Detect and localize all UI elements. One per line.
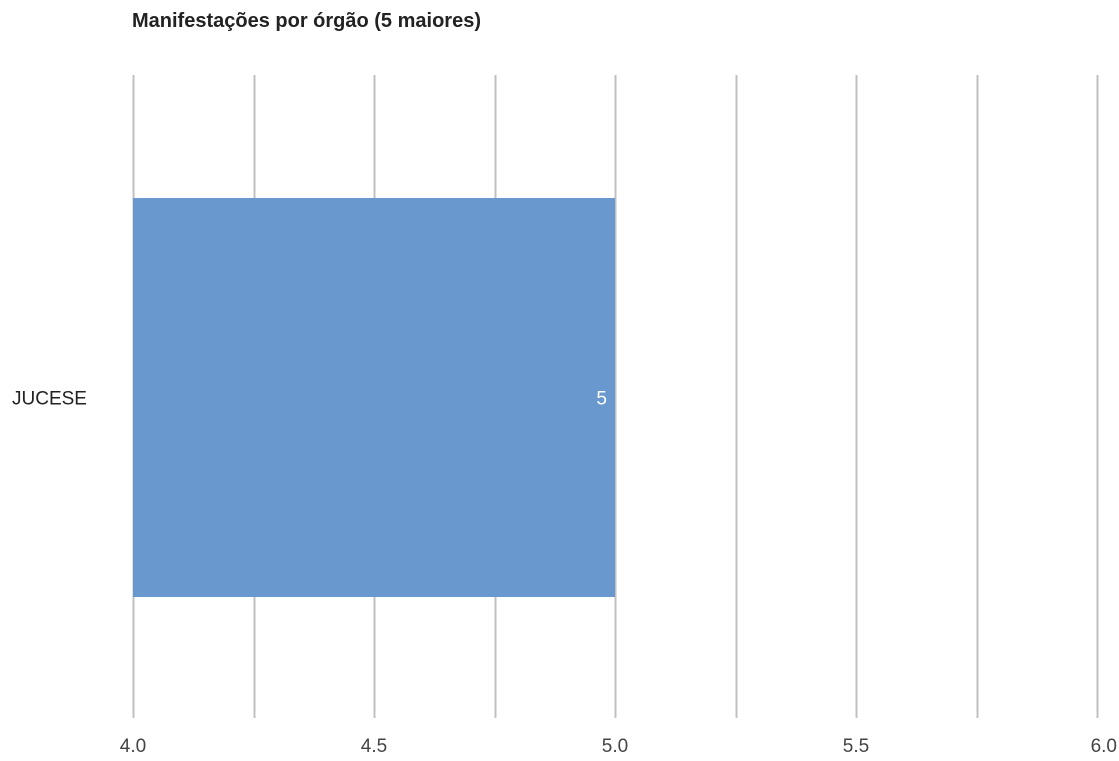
- chart-title: Manifestações por órgão (5 maiores): [132, 10, 481, 32]
- x-tick-label-4-5: 4.5: [361, 736, 387, 757]
- category-label-jucese: JUCESE: [12, 389, 87, 410]
- x-tick-label-5-5: 5.5: [843, 736, 869, 757]
- data-label-jucese: 5: [596, 389, 607, 410]
- x-tick-label-6: 6.0: [1091, 736, 1117, 757]
- bars: [133, 198, 615, 597]
- x-tick-label-5: 5.0: [602, 736, 628, 757]
- x-tick-label-4: 4.0: [120, 736, 146, 757]
- bar-jucese: [133, 198, 615, 597]
- labels: JUCESE 5 4.0 4.5 5.0 5.5 6.0: [12, 389, 1117, 758]
